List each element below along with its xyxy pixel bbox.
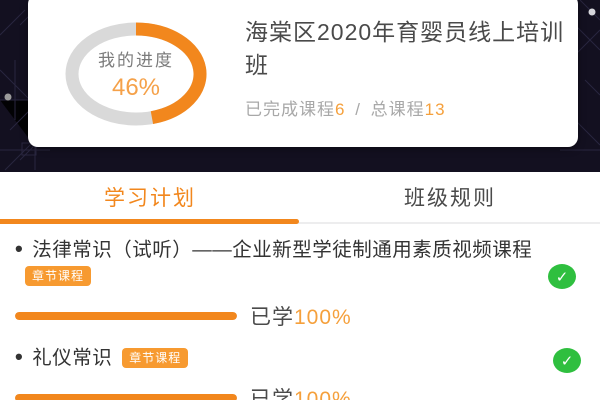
progress-bar-fill bbox=[15, 312, 237, 320]
progress-text: 已学100% bbox=[250, 383, 352, 400]
course-item[interactable]: • 法律常识（试听）——企业新型学徒制通用素质视频课程章节课程 ✓ 已学100% bbox=[0, 236, 600, 331]
ring-percent-value: 46% bbox=[111, 74, 161, 101]
chapter-course-badge: 章节课程 bbox=[25, 266, 92, 286]
course-title-text: 礼仪常识 bbox=[32, 347, 113, 369]
bullet-icon: • bbox=[15, 236, 24, 261]
tab-class-rules[interactable]: 班级规则 bbox=[404, 187, 496, 210]
class-title: 海棠区2020年育婴员线上培训班 bbox=[245, 19, 565, 78]
course-title: • 礼仪常识 章节课程 bbox=[15, 344, 585, 371]
chapter-course-badge: 章节课程 bbox=[122, 348, 189, 368]
progress-bar bbox=[15, 394, 237, 400]
course-stats: 已完成课程6 / 总课程13 bbox=[245, 95, 565, 120]
decor-dot-right bbox=[588, 8, 596, 16]
progress-ring: 我的进度 46% bbox=[65, 22, 207, 126]
progress-row: 已学100% bbox=[15, 386, 585, 400]
decor-dot-left bbox=[4, 93, 12, 101]
ring-center-text: 我的进度 46% bbox=[65, 22, 207, 126]
course-title-text: 法律常识（试听）——企业新型学徒制通用素质视频课程 bbox=[32, 239, 533, 261]
progress-text: 已学100% bbox=[250, 301, 352, 331]
progress-card: 我的进度 46% 海棠区2020年育婴员线上培训班 已完成课程6 / 总课程13 bbox=[28, 0, 578, 147]
total-label: 总课程 bbox=[370, 100, 425, 119]
course-item[interactable]: • 礼仪常识 章节课程 ✓ 已学100% bbox=[0, 344, 600, 400]
completed-label: 已完成课程 bbox=[245, 100, 335, 119]
bullet-icon: • bbox=[15, 344, 24, 369]
ring-label: 我的进度 bbox=[98, 51, 174, 70]
active-tab-indicator bbox=[0, 219, 299, 224]
learned-percent: 100% bbox=[294, 388, 352, 400]
progress-bar bbox=[15, 312, 237, 320]
ring-progress-arc bbox=[135, 22, 207, 124]
tab-bar: 学习计划 班级规则 bbox=[0, 172, 600, 224]
card-text-block: 海棠区2020年育婴员线上培训班 已完成课程6 / 总课程13 bbox=[245, 16, 565, 120]
progress-row: 已学100% bbox=[15, 301, 585, 331]
learned-percent: 100% bbox=[294, 306, 352, 329]
progress-bar-fill bbox=[15, 394, 237, 400]
course-list: • 法律常识（试听）——企业新型学徒制通用素质视频课程章节课程 ✓ 已学100% … bbox=[0, 224, 600, 400]
total-count: 13 bbox=[424, 100, 446, 119]
stats-separator: / bbox=[355, 100, 361, 119]
progress-ring-chart bbox=[65, 22, 207, 126]
completed-count: 6 bbox=[335, 100, 346, 119]
header-background: 我的进度 46% 海棠区2020年育婴员线上培训班 已完成课程6 / 总课程13 bbox=[0, 0, 600, 172]
completed-check-icon: ✓ bbox=[553, 348, 581, 373]
completed-check-icon: ✓ bbox=[548, 264, 576, 289]
tab-study-plan[interactable]: 学习计划 bbox=[104, 187, 196, 210]
course-title: • 法律常识（试听）——企业新型学徒制通用素质视频课程章节课程 bbox=[15, 236, 585, 289]
learned-label: 已学 bbox=[250, 388, 294, 400]
learned-label: 已学 bbox=[250, 306, 294, 329]
